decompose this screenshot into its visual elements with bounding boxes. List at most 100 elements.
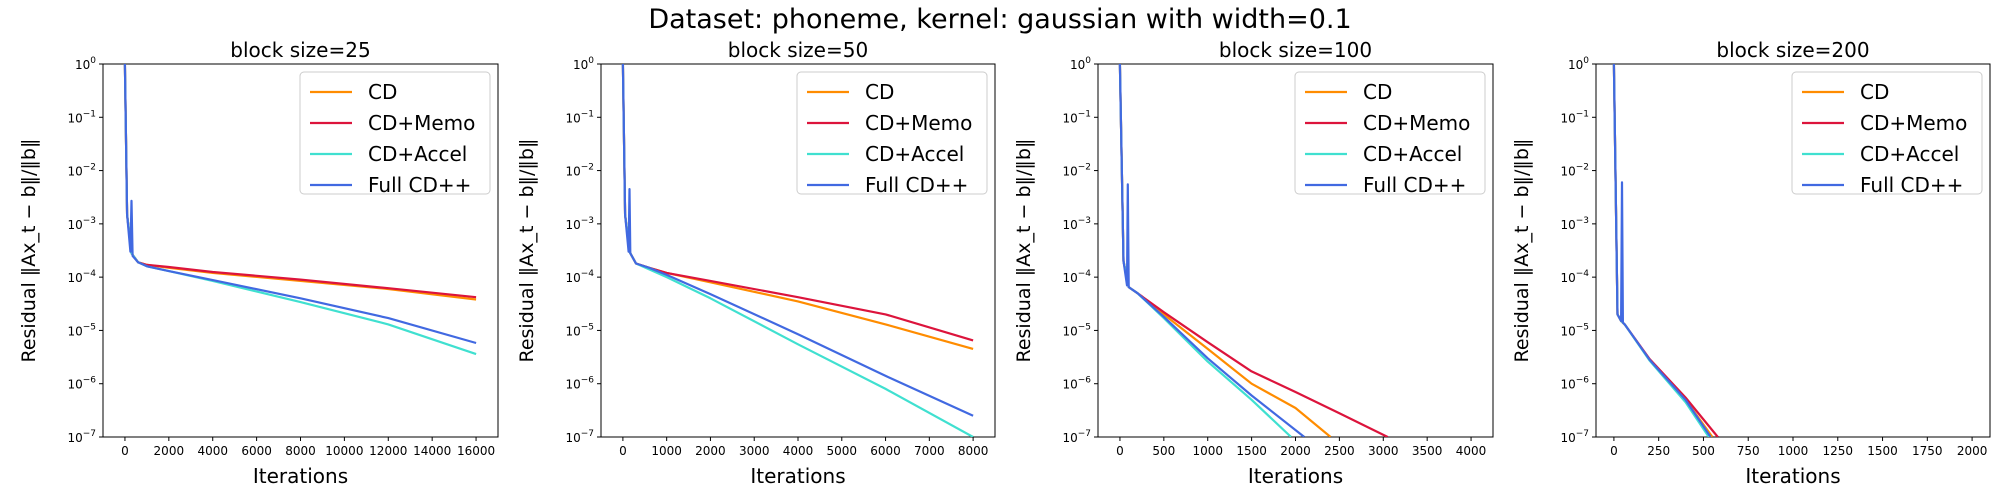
x-tick-label: 8000: [285, 444, 316, 458]
x-tick-label: 5000: [827, 444, 858, 458]
subplot-2: block size=50 0 1000 2000 3000 4000 5000 6000 70…: [516, 38, 996, 488]
legend-box: [299, 71, 491, 195]
x-axis-label: Iterations: [1248, 464, 1343, 488]
legend-label: CD: [368, 80, 397, 104]
x-tick-label: 1250: [1822, 444, 1853, 458]
series-line-full-cd-: [1612, 64, 1712, 437]
legend: CD CD+Memo CD+Accel Full CD++: [796, 71, 988, 197]
x-tick-label: 250: [1647, 444, 1670, 458]
x-tick-label: 4000: [783, 444, 814, 458]
legend: CD CD+Memo CD+Accel Full CD++: [1294, 71, 1486, 197]
figure-title: Dataset: phoneme, kernel: gaussian with …: [648, 4, 1352, 35]
legend-label: CD+Memo: [1363, 111, 1470, 135]
subplot-title: block size=100: [1219, 38, 1372, 62]
x-axis-label: Iterations: [750, 464, 845, 488]
y-tick-label: 10−4: [1560, 269, 1589, 285]
legend-label: CD+Accel: [1363, 142, 1462, 166]
series-group: [1612, 64, 1719, 437]
legend-label: Full CD++: [1860, 173, 1963, 197]
y-axis-label: Residual ‖Ax_t − b‖/‖b‖: [1013, 139, 1035, 363]
series-group: [123, 64, 477, 356]
x-tick-label: 500: [1692, 444, 1715, 458]
x-tick-label: 2000: [1957, 444, 1988, 458]
legend-box: [1294, 71, 1486, 195]
x-tick-label: 2500: [1324, 444, 1355, 458]
y-axis-label: Residual ‖Ax_t − b‖/‖b‖: [18, 139, 40, 363]
legend-label: CD+Accel: [368, 142, 467, 166]
legend: CD CD+Memo CD+Accel Full CD++: [299, 71, 491, 197]
y-tick-label: 10−2: [67, 163, 96, 179]
y-axis-label: Residual ‖Ax_t − b‖/‖b‖: [1511, 139, 1533, 363]
y-tick-label: 10−6: [1560, 376, 1589, 392]
series-line-full-cd-: [123, 64, 477, 345]
x-tick-label: 1750: [1912, 444, 1943, 458]
y-tick-label: 10−6: [565, 376, 594, 392]
series-line-cd-accel: [1612, 64, 1710, 437]
y-axis-label: Residual ‖Ax_t − b‖/‖b‖: [516, 139, 538, 363]
y-tick-label: 10−3: [1560, 216, 1589, 232]
legend-box: [1791, 71, 1983, 195]
x-axis-label: Iterations: [1745, 464, 1840, 488]
y-tick-label: 10−6: [1062, 376, 1091, 392]
y-tick-label: 10−7: [1062, 429, 1091, 445]
legend-label: Full CD++: [1363, 173, 1466, 197]
y-tick-label: 10−2: [565, 163, 594, 179]
y-tick-label: 10−1: [1560, 109, 1589, 125]
y-tick-label: 10−5: [1062, 322, 1091, 338]
y-tick-label: 10−5: [1560, 322, 1589, 338]
y-tick-label: 10−2: [1560, 163, 1589, 179]
legend-box: [796, 71, 988, 195]
legend-label: CD+Accel: [865, 142, 964, 166]
y-tick-label: 10−3: [565, 216, 594, 232]
x-tick-label: 4000: [197, 444, 228, 458]
series-line-cd-accel: [1118, 64, 1292, 437]
y-tick-label: 10−1: [565, 109, 594, 125]
x-tick-label: 0: [1610, 444, 1618, 458]
y-tick-label: 100: [75, 56, 96, 72]
y-tick-label: 10−7: [1560, 429, 1589, 445]
y-tick-label: 10−3: [1062, 216, 1091, 232]
legend-label: Full CD++: [865, 173, 968, 197]
x-tick-label: 7000: [914, 444, 945, 458]
legend-label: CD+Memo: [865, 111, 972, 135]
x-tick-label: 6000: [870, 444, 901, 458]
legend-label: CD+Memo: [1860, 111, 1967, 135]
subplot-title: block size=200: [1716, 38, 1869, 62]
series-group: [1118, 64, 1389, 437]
x-tick-label: 1500: [1236, 444, 1267, 458]
subplot-1: block size=25 0 2000 4000 6000 8000 10000 12000…: [18, 38, 499, 488]
x-tick-label: 750: [1737, 444, 1760, 458]
y-tick-label: 100: [1568, 56, 1589, 72]
legend-label: CD: [865, 80, 894, 104]
subplot-title: block size=25: [230, 38, 370, 62]
y-tick-label: 10−3: [67, 216, 96, 232]
legend-label: CD+Memo: [368, 111, 475, 135]
y-tick-label: 10−1: [67, 109, 96, 125]
x-tick-label: 0: [121, 444, 129, 458]
subplot-4: block size=200 0 250 500 750 1000 1250 1500 1750…: [1511, 38, 1991, 488]
series-line-full-cd-: [621, 64, 974, 417]
x-tick-label: 1000: [1192, 444, 1223, 458]
legend: CD CD+Memo CD+Accel Full CD++: [1791, 71, 1983, 197]
y-tick-label: 10−5: [565, 322, 594, 338]
y-tick-label: 10−4: [565, 269, 594, 285]
x-tick-label: 3500: [1412, 444, 1443, 458]
legend-label: CD: [1860, 80, 1889, 104]
x-tick-label: 500: [1152, 444, 1175, 458]
legend-label: CD: [1363, 80, 1392, 104]
x-tick-label: 10000: [325, 444, 363, 458]
x-tick-label: 1000: [651, 444, 682, 458]
x-axis-label: Iterations: [253, 464, 348, 488]
x-tick-label: 1000: [1778, 444, 1809, 458]
x-tick-label: 16000: [457, 444, 495, 458]
y-tick-label: 100: [573, 56, 594, 72]
series-line-full-cd-: [1118, 64, 1305, 437]
x-tick-label: 2000: [1280, 444, 1311, 458]
y-tick-label: 10−1: [1062, 109, 1091, 125]
y-tick-label: 10−4: [1062, 269, 1091, 285]
x-tick-label: 14000: [413, 444, 451, 458]
x-tick-label: 4000: [1456, 444, 1487, 458]
y-tick-label: 10−2: [1062, 163, 1091, 179]
